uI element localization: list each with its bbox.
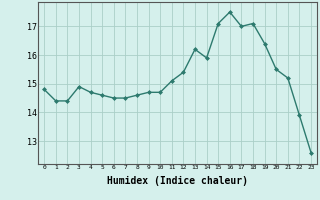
X-axis label: Humidex (Indice chaleur): Humidex (Indice chaleur) [107,176,248,186]
